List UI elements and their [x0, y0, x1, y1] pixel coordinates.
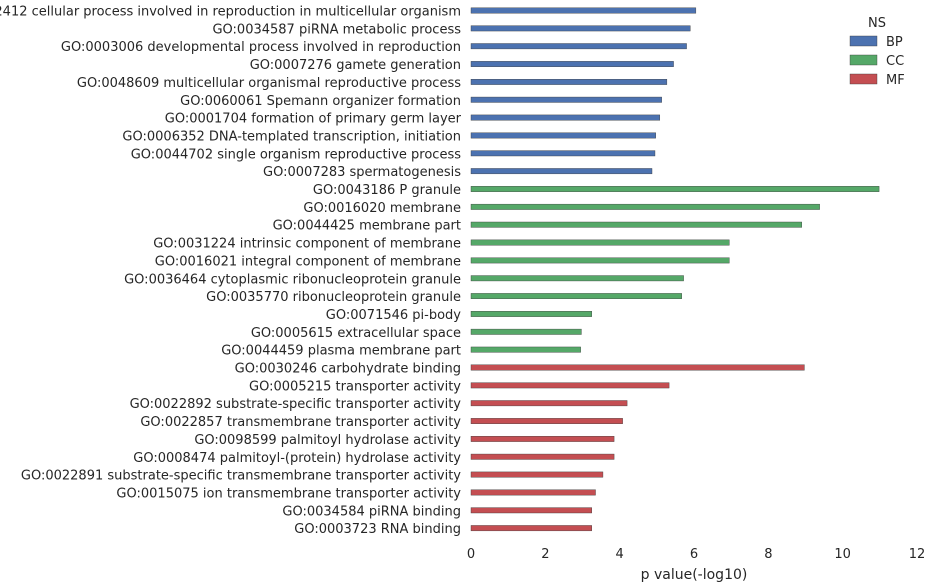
category-label: GO:0043186 P granule: [313, 183, 461, 198]
category-label: GO:0022857 transmembrane transporter act…: [140, 415, 461, 430]
x-axis: 0 2 4 6 8 10 12: [467, 547, 925, 562]
category-label: GO:0048609 multicellular organismal repr…: [77, 76, 461, 91]
bar: [470, 257, 730, 264]
bar: [470, 400, 628, 407]
bar: [470, 221, 802, 228]
category-label: GO:0044702 single organism reproductive …: [131, 147, 461, 162]
category-label: GO:0005615 extracellular space: [251, 326, 461, 341]
bar: [470, 489, 596, 496]
bar: [470, 61, 674, 67]
category-label: GO:0098599 palmitoyl hydrolase activity: [194, 433, 461, 448]
x-tick-label: 0: [467, 547, 475, 562]
category-label: GO:0034587 piRNA metabolic process: [212, 22, 461, 37]
x-tick-label: 2: [541, 547, 549, 562]
category-label: GO:0007276 gamete generation: [250, 58, 461, 73]
x-tick-label: 4: [616, 547, 624, 562]
bar: [470, 96, 662, 103]
bar: [470, 114, 661, 121]
category-label: GO:0015075 ion transmembrane transporter…: [116, 486, 461, 501]
bar: [470, 364, 805, 371]
category-label: GO:0007283 spermatogenesis: [263, 165, 461, 180]
legend-swatch: [849, 35, 878, 47]
legend-label: BP: [886, 35, 903, 50]
bar: [470, 43, 687, 50]
bar: [470, 203, 820, 210]
category-label: GO:0030246 carbohydrate binding: [235, 362, 461, 377]
bar: [470, 186, 880, 192]
category-label: GO:0003006 developmental process involve…: [61, 40, 461, 55]
category-label: GO:0006352 DNA-templated transcription, …: [122, 129, 461, 144]
category-label: GO:0060061 Spemann organizer formation: [180, 94, 461, 109]
bar: [470, 346, 581, 353]
legend-title: NS: [868, 16, 886, 31]
bar: [470, 471, 604, 478]
x-tick-label: 10: [834, 547, 851, 562]
bar: [470, 453, 615, 460]
category-label: GO:0034584 piRNA binding: [282, 504, 461, 519]
category-label: GO:0022892 substrate-specific transporte…: [130, 397, 462, 412]
x-axis-title: p value(-log10): [641, 567, 748, 583]
category-label: GO:0044459 plasma membrane part: [221, 344, 461, 359]
category-label: GO:0022891 substrate-specific transmembr…: [21, 469, 461, 484]
bar: [470, 525, 592, 532]
bar: [470, 436, 615, 442]
bar: [470, 78, 668, 85]
category-label: GO:0003723 RNA binding: [294, 522, 461, 537]
category-label: GO:0001704 formation of primary germ lay…: [165, 112, 462, 127]
category-label: GO:0016021 integral component of membran…: [155, 254, 461, 269]
bar: [470, 311, 592, 317]
bar: [470, 293, 682, 299]
category-labels: GO:0022412 cellular process involved in …: [0, 5, 462, 538]
bar: [470, 239, 730, 246]
bar: [470, 418, 623, 424]
bar: [470, 132, 656, 139]
bar: [470, 382, 670, 389]
legend-label: CC: [886, 54, 904, 69]
category-label: GO:0044425 membrane part: [273, 219, 461, 234]
legend: NS BP CC MF: [849, 16, 905, 88]
x-tick-label: 8: [764, 547, 772, 562]
category-label: GO:0022412 cellular process involved in …: [0, 5, 461, 20]
bar: [470, 25, 691, 32]
bar: [470, 7, 697, 14]
legend-swatch: [849, 54, 878, 66]
legend-swatch: [849, 73, 878, 85]
category-label: GO:0016020 membrane: [303, 201, 461, 216]
category-label: GO:0008474 palmitoyl-(protein) hydrolase…: [133, 451, 461, 466]
bar: [470, 150, 656, 157]
bars-layer: [470, 7, 880, 532]
bar: [470, 275, 684, 282]
x-tick-label: 6: [690, 547, 698, 562]
legend-label: MF: [886, 73, 905, 88]
x-tick-label: 12: [909, 547, 926, 562]
category-label: GO:0036464 cytoplasmic ribonucleoprotein…: [124, 272, 461, 287]
category-label: GO:0035770 ribonucleoprotein granule: [206, 290, 461, 305]
bar: [470, 328, 582, 335]
bar: [470, 168, 653, 175]
category-label: GO:0071546 pi-body: [326, 308, 461, 323]
category-label: GO:0031224 intrinsic component of membra…: [153, 237, 461, 252]
category-label: GO:0005215 transporter activity: [249, 379, 461, 394]
bar: [470, 507, 592, 514]
